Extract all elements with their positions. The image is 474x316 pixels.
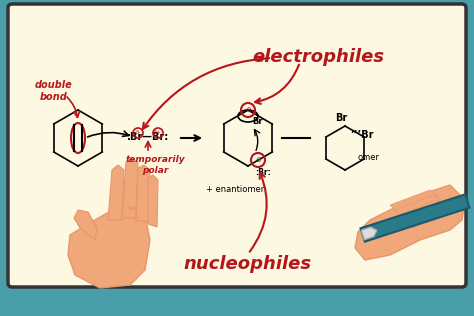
Text: Br: Br	[252, 117, 263, 125]
Text: double
bond: double bond	[35, 80, 73, 102]
Text: nucleophiles: nucleophiles	[184, 255, 312, 273]
Polygon shape	[390, 190, 438, 213]
Polygon shape	[68, 200, 150, 288]
Text: :Br:: :Br:	[255, 168, 271, 177]
Text: Br: Br	[335, 113, 347, 123]
Text: :Br—Br:: :Br—Br:	[127, 132, 169, 142]
Polygon shape	[400, 200, 444, 223]
Text: omer: omer	[358, 154, 380, 162]
Polygon shape	[405, 205, 447, 228]
FancyBboxPatch shape	[8, 4, 466, 287]
Polygon shape	[108, 165, 124, 220]
Polygon shape	[74, 210, 97, 240]
Text: + enantiomer: + enantiomer	[206, 185, 264, 194]
Text: ⊕: ⊕	[245, 107, 251, 113]
Text: ’’’Br: ’’’Br	[350, 130, 374, 140]
Polygon shape	[136, 165, 150, 222]
Text: electrophiles: electrophiles	[252, 48, 384, 66]
Polygon shape	[395, 195, 441, 218]
Polygon shape	[148, 175, 158, 227]
Polygon shape	[355, 185, 465, 260]
Polygon shape	[361, 194, 469, 242]
Text: temporarily
polar: temporarily polar	[125, 155, 185, 175]
Polygon shape	[122, 158, 138, 218]
Text: ⊖: ⊖	[255, 157, 261, 163]
Text: δ-: δ-	[135, 131, 141, 136]
Polygon shape	[361, 227, 377, 240]
Text: δ+: δ+	[154, 131, 162, 136]
